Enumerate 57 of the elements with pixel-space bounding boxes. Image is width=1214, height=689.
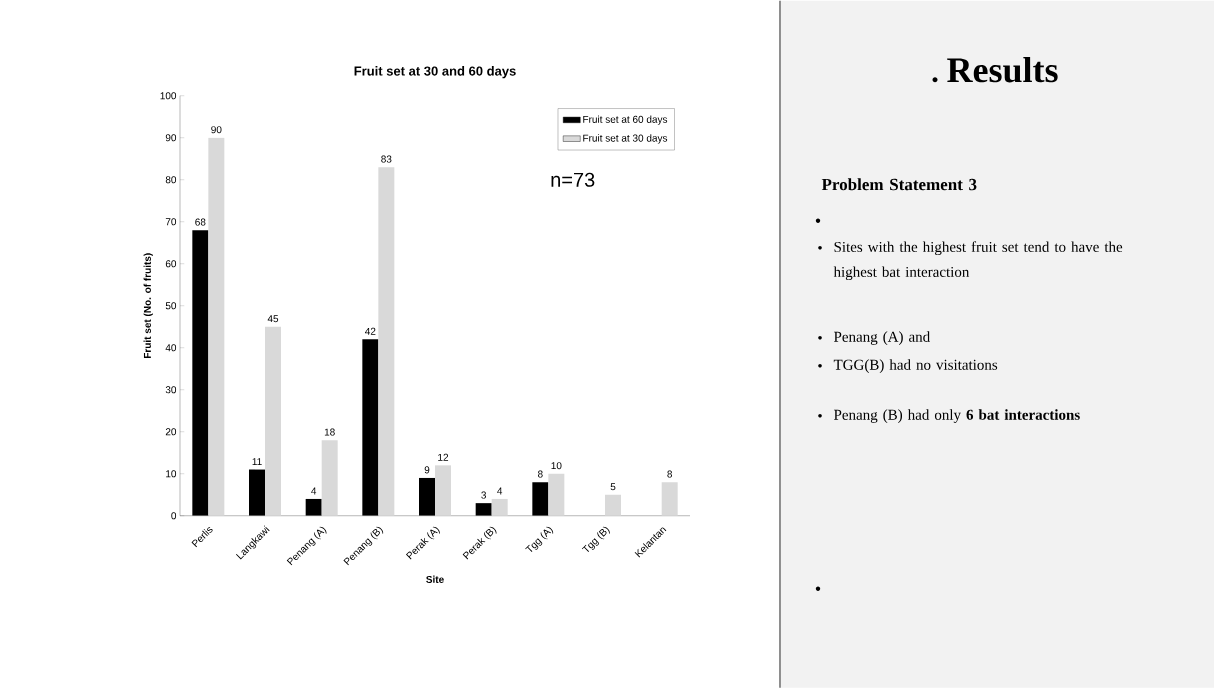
- bar: [321, 440, 338, 516]
- data-label: 45: [267, 315, 279, 323]
- bar: [661, 482, 678, 516]
- data-label: 5: [610, 483, 616, 491]
- y-tick-label: 70: [165, 218, 177, 226]
- data-label: 83: [381, 155, 392, 163]
- y-axis-title: Fruit set (No. of fruits): [143, 253, 153, 359]
- data-label: 4: [311, 487, 317, 495]
- bar: [491, 499, 508, 516]
- data-label: 9: [424, 466, 430, 474]
- text: Sites with the highest fruit set tend to have the highest bat interaction: [833, 241, 1123, 281]
- bar: [532, 482, 549, 516]
- legend-label: Fruit set at 60 days: [583, 115, 668, 126]
- y-tick-label: 10: [166, 470, 177, 478]
- bar: [378, 167, 395, 516]
- bar: [605, 495, 622, 516]
- y-tick-label: 80: [165, 176, 177, 184]
- data-label: 42: [365, 328, 376, 336]
- bar: [548, 474, 565, 516]
- y-tick-label: 30: [165, 386, 177, 394]
- bar: [208, 137, 225, 516]
- data-label: 18: [324, 428, 335, 436]
- bar: [435, 465, 452, 516]
- text: Penang (B) had only 6 bat interactions: [833, 409, 1080, 424]
- text: Problem Statement 3: [821, 178, 977, 191]
- bar: [265, 327, 282, 516]
- text: Penang (A) and: [833, 331, 930, 346]
- data-label: 10: [551, 462, 562, 470]
- bar: [362, 339, 379, 516]
- data-label: 68: [195, 218, 206, 226]
- y-tick-label: 0: [171, 512, 177, 520]
- x-tick-label: Tgg (A): [525, 526, 554, 553]
- data-label: 3: [481, 491, 487, 499]
- x-tick-label: Tgg (B): [581, 526, 610, 553]
- annotation: n=73: [551, 172, 595, 188]
- data-label: 8: [667, 470, 673, 478]
- text: Results: [947, 57, 1058, 83]
- data-label: 11: [252, 458, 262, 466]
- x-axis-title: Site: [426, 575, 444, 584]
- y-tick-label: 40: [165, 344, 177, 352]
- bar: [419, 478, 436, 516]
- bar: [192, 230, 209, 516]
- data-label: 4: [497, 487, 503, 495]
- bar: [475, 503, 492, 516]
- y-tick-label: 100: [160, 92, 177, 100]
- y-tick-label: 20: [165, 428, 177, 436]
- legend-label: Fruit set at 30 days: [583, 134, 668, 144]
- y-tick-label: 90: [165, 134, 177, 142]
- data-label: 12: [438, 454, 449, 462]
- bar: [249, 469, 266, 516]
- y-tick-label: 60: [165, 260, 177, 268]
- text: TGG(B) had no visitations: [833, 359, 998, 374]
- data-label: 90: [211, 126, 222, 134]
- y-tick-label: 50: [165, 302, 177, 310]
- bar: [305, 499, 322, 516]
- chart-title: Fruit set at 30 and 60 days: [354, 66, 516, 79]
- data-label: 8: [538, 470, 543, 478]
